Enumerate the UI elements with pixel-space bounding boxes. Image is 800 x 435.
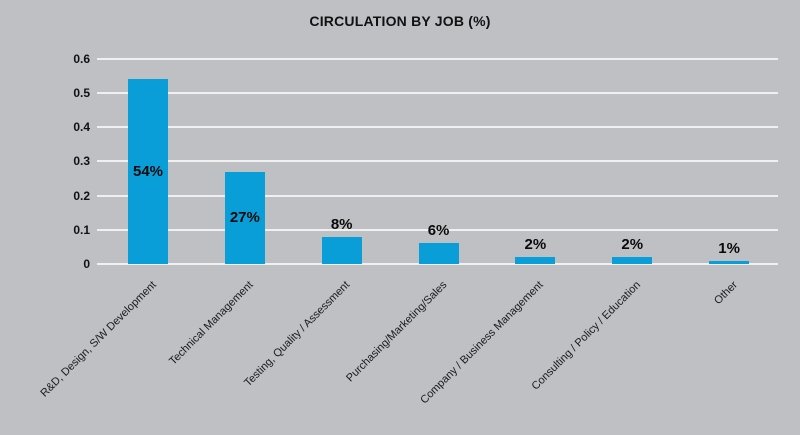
gridline [97,126,778,129]
x-axis-category-label: R&D, Design, S/W Development [38,279,159,400]
gridline [97,228,778,231]
x-axis-category-label: Purchasing/Marketing/Sales [343,279,450,385]
y-axis-tick-label: 0.2 [73,188,90,203]
bar-value-label: 54% [132,162,164,180]
gridline [97,57,778,60]
bar-value-label: 8% [330,215,353,233]
x-axis-category-label: Other [711,279,740,307]
gridline [97,92,778,95]
bar [321,236,362,264]
y-axis-tick-label: 0.1 [73,222,90,237]
x-axis-category-label: Testing, Quality / Assessment [242,279,353,390]
bar [224,171,265,264]
bar-value-label: 2% [524,236,547,254]
bar [612,257,653,264]
y-axis-tick-label: 0.3 [73,154,90,169]
y-axis-tick-label: 0.5 [73,86,90,101]
y-axis-tick-label: 0.6 [73,51,90,66]
bar [418,243,459,264]
x-axis-category-label: Technical Management [166,279,256,368]
bar-value-label: 6% [427,222,450,240]
bar [128,79,168,264]
gridline [97,160,778,163]
bar [709,260,750,264]
gridline [97,194,778,197]
y-axis-tick-label: 0 [83,257,90,271]
x-axis-category-label: Consulting / Policy / Education [529,279,643,393]
chart-title: CIRCULATION BY JOB (%) [309,13,491,29]
bar [515,257,556,264]
bar-value-label: 27% [229,208,260,226]
bar-value-label: 2% [621,236,644,254]
bar-value-label: 1% [718,239,740,257]
y-axis-tick-label: 0.4 [73,120,90,135]
gridline [97,263,778,265]
